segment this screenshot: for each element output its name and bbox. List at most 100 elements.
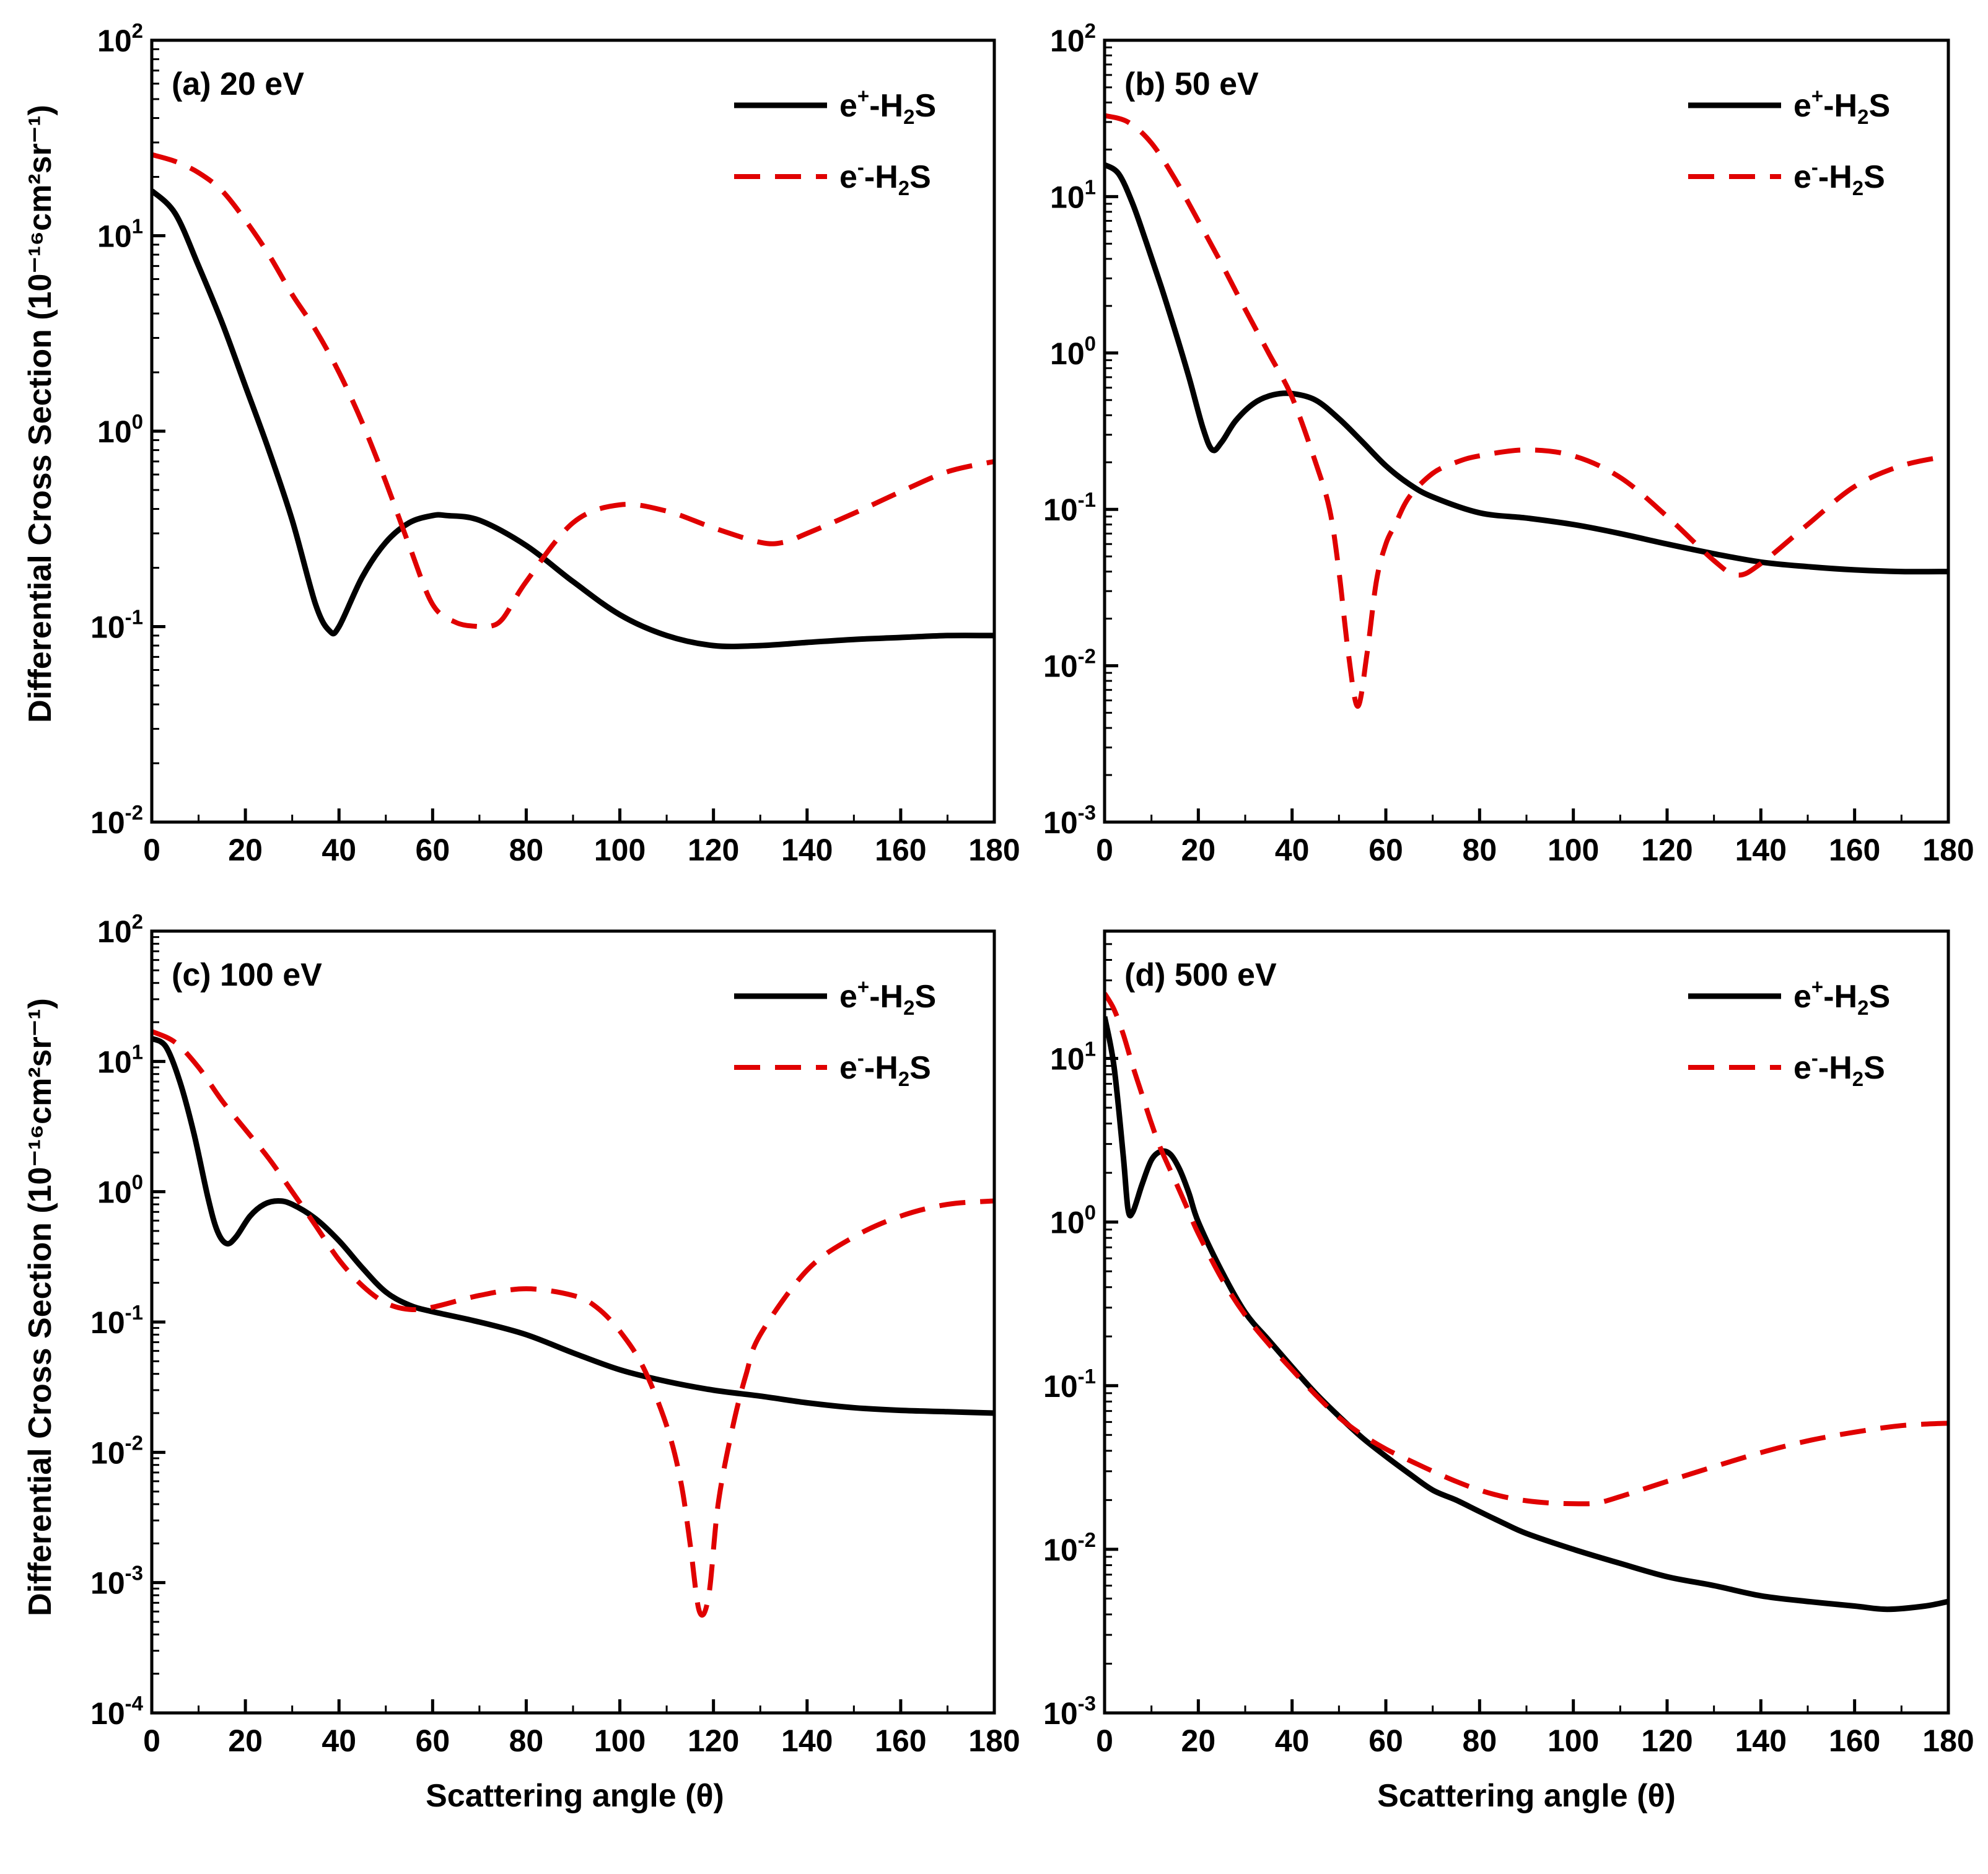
y-tick-label: 10-1 xyxy=(90,1301,143,1340)
legend-label: e--H2S xyxy=(1793,155,1885,199)
y-tick-base: 10 xyxy=(1050,180,1085,214)
legend-label: e+-H2S xyxy=(1793,975,1890,1019)
x-tick-label: 140 xyxy=(1735,1723,1787,1758)
legend-sub: 2 xyxy=(1852,177,1863,199)
legend-sub: 2 xyxy=(1857,105,1868,128)
x-tick-label: 160 xyxy=(1829,1723,1880,1758)
y-tick-label: 10-2 xyxy=(90,801,143,840)
x-tick-label: 40 xyxy=(1275,1723,1310,1758)
y-tick-base: 10 xyxy=(97,914,132,949)
y-tick-label: 10-1 xyxy=(1043,488,1096,527)
y-tick-exponent: 1 xyxy=(1085,1038,1096,1061)
x-tick-label: 60 xyxy=(416,1723,450,1758)
legend-mid: -H xyxy=(1818,159,1852,195)
y-tick-label: 101 xyxy=(1050,175,1096,214)
x-tick-label: 0 xyxy=(143,1723,160,1758)
y-tick-label: 100 xyxy=(1050,1201,1096,1240)
legend-pre: e xyxy=(1793,979,1811,1015)
x-tick-label: 140 xyxy=(781,1723,833,1758)
legend-post: S xyxy=(909,1050,931,1086)
legend-charge: - xyxy=(857,155,864,178)
legend-label: e+-H2S xyxy=(839,975,936,1019)
y-tick-exponent: -4 xyxy=(125,1692,144,1715)
y-tick-base: 10 xyxy=(1043,649,1078,684)
y-tick-base: 10 xyxy=(97,24,132,58)
panel-a-20ev: 0 20 40 60 80 100 120 140 160 18010-210-110010110… xyxy=(90,19,1020,867)
series-line-electron xyxy=(152,1029,994,1618)
x-tick-label: 80 xyxy=(509,833,544,867)
series-line-electron xyxy=(1105,992,1948,1507)
x-tick-label: 40 xyxy=(1275,833,1310,867)
x-tick-label: 40 xyxy=(322,833,356,867)
x-tick-label: 0 xyxy=(143,833,160,867)
y-tick-base: 10 xyxy=(90,1435,125,1470)
x-tick-label: 140 xyxy=(1735,833,1787,867)
y-tick-label: 10-3 xyxy=(90,1562,143,1601)
y-tick-base: 10 xyxy=(1043,1696,1078,1731)
y-tick-label: 10-3 xyxy=(1043,1692,1096,1731)
x-tick-label: 100 xyxy=(594,1723,646,1758)
legend-pre: e xyxy=(839,979,857,1015)
legend-mid: -H xyxy=(864,159,898,195)
panel-d-500ev: 0 20 40 60 80 100 120 140 160 18010-310-210-11001… xyxy=(1043,929,1974,1758)
y-tick-label: 10-3 xyxy=(1043,801,1096,840)
legend-post: S xyxy=(914,979,936,1015)
y-tick-exponent: 2 xyxy=(132,19,143,42)
y-tick-label: 10-4 xyxy=(90,1692,144,1731)
panel-label: (d) 500 eV xyxy=(1124,957,1277,993)
y-tick-label: 101 xyxy=(1050,1038,1096,1077)
y-tick-base: 10 xyxy=(97,414,132,449)
legend-sub: 2 xyxy=(903,996,914,1019)
panel-b-50ev: 0 20 40 60 80 100 120 140 160 18010-310-210-11001… xyxy=(1043,19,1974,867)
y-tick-exponent: -3 xyxy=(125,1562,143,1585)
x-tick-label: 0 xyxy=(1096,833,1113,867)
y-tick-base: 10 xyxy=(1050,1042,1085,1077)
plot-frame xyxy=(150,38,996,824)
legend-post: S xyxy=(1868,88,1890,124)
y-tick-label: 100 xyxy=(97,1171,143,1210)
x-axis-title-left: Scattering angle (θ) xyxy=(426,1778,724,1814)
x-tick-label: 180 xyxy=(1922,833,1974,867)
y-tick-label: 102 xyxy=(1050,19,1096,58)
x-tick-label: 120 xyxy=(1641,833,1692,867)
y-tick-label: 100 xyxy=(1050,332,1096,371)
panel-c-100ev: 0 20 40 60 80 100 120 140 160 18010-410-310-210-1… xyxy=(90,910,1020,1758)
y-tick-base: 10 xyxy=(90,1696,125,1731)
legend-charge: - xyxy=(1811,1046,1818,1069)
y-tick-base: 10 xyxy=(1050,336,1085,371)
x-tick-label: 160 xyxy=(875,1723,926,1758)
legend-mid: -H xyxy=(869,88,903,124)
legend-post: S xyxy=(909,159,931,195)
legend-pre: e xyxy=(839,1050,857,1086)
y-tick-exponent: 0 xyxy=(132,1171,143,1194)
y-tick-base: 10 xyxy=(1043,1533,1078,1567)
plot-frame xyxy=(1103,38,1950,824)
y-tick-exponent: -1 xyxy=(1078,1365,1096,1388)
legend-pre: e xyxy=(1793,1050,1811,1086)
legend-charge: + xyxy=(857,975,869,998)
x-tick-label: 60 xyxy=(416,833,450,867)
x-tick-label: 60 xyxy=(1368,833,1403,867)
x-tick-label: 20 xyxy=(1181,833,1216,867)
series-line-positron xyxy=(1105,162,1948,575)
y-tick-exponent: 1 xyxy=(1085,175,1096,198)
x-tick-label: 20 xyxy=(228,1723,263,1758)
legend-label: e+-H2S xyxy=(1793,84,1890,128)
x-tick-label: 180 xyxy=(968,1723,1020,1758)
y-tick-label: 102 xyxy=(97,19,143,58)
legend-charge: - xyxy=(1811,155,1818,178)
y-tick-exponent: -2 xyxy=(125,1431,143,1454)
y-tick-exponent: -3 xyxy=(1078,1692,1096,1715)
x-tick-label: 140 xyxy=(781,833,833,867)
x-tick-label: 120 xyxy=(1641,1723,1692,1758)
y-tick-label: 10-2 xyxy=(90,1431,143,1470)
y-tick-exponent: 2 xyxy=(132,910,143,933)
panel-label: (c) 100 eV xyxy=(172,957,322,993)
legend-label: e--H2S xyxy=(1793,1046,1885,1090)
y-tick-base: 10 xyxy=(1043,493,1078,527)
legend-charge: - xyxy=(857,1046,864,1069)
y-tick-exponent: -3 xyxy=(1078,801,1096,824)
y-tick-label: 102 xyxy=(97,910,143,949)
y-tick-exponent: -1 xyxy=(125,606,143,629)
series-line-positron xyxy=(152,1036,994,1416)
